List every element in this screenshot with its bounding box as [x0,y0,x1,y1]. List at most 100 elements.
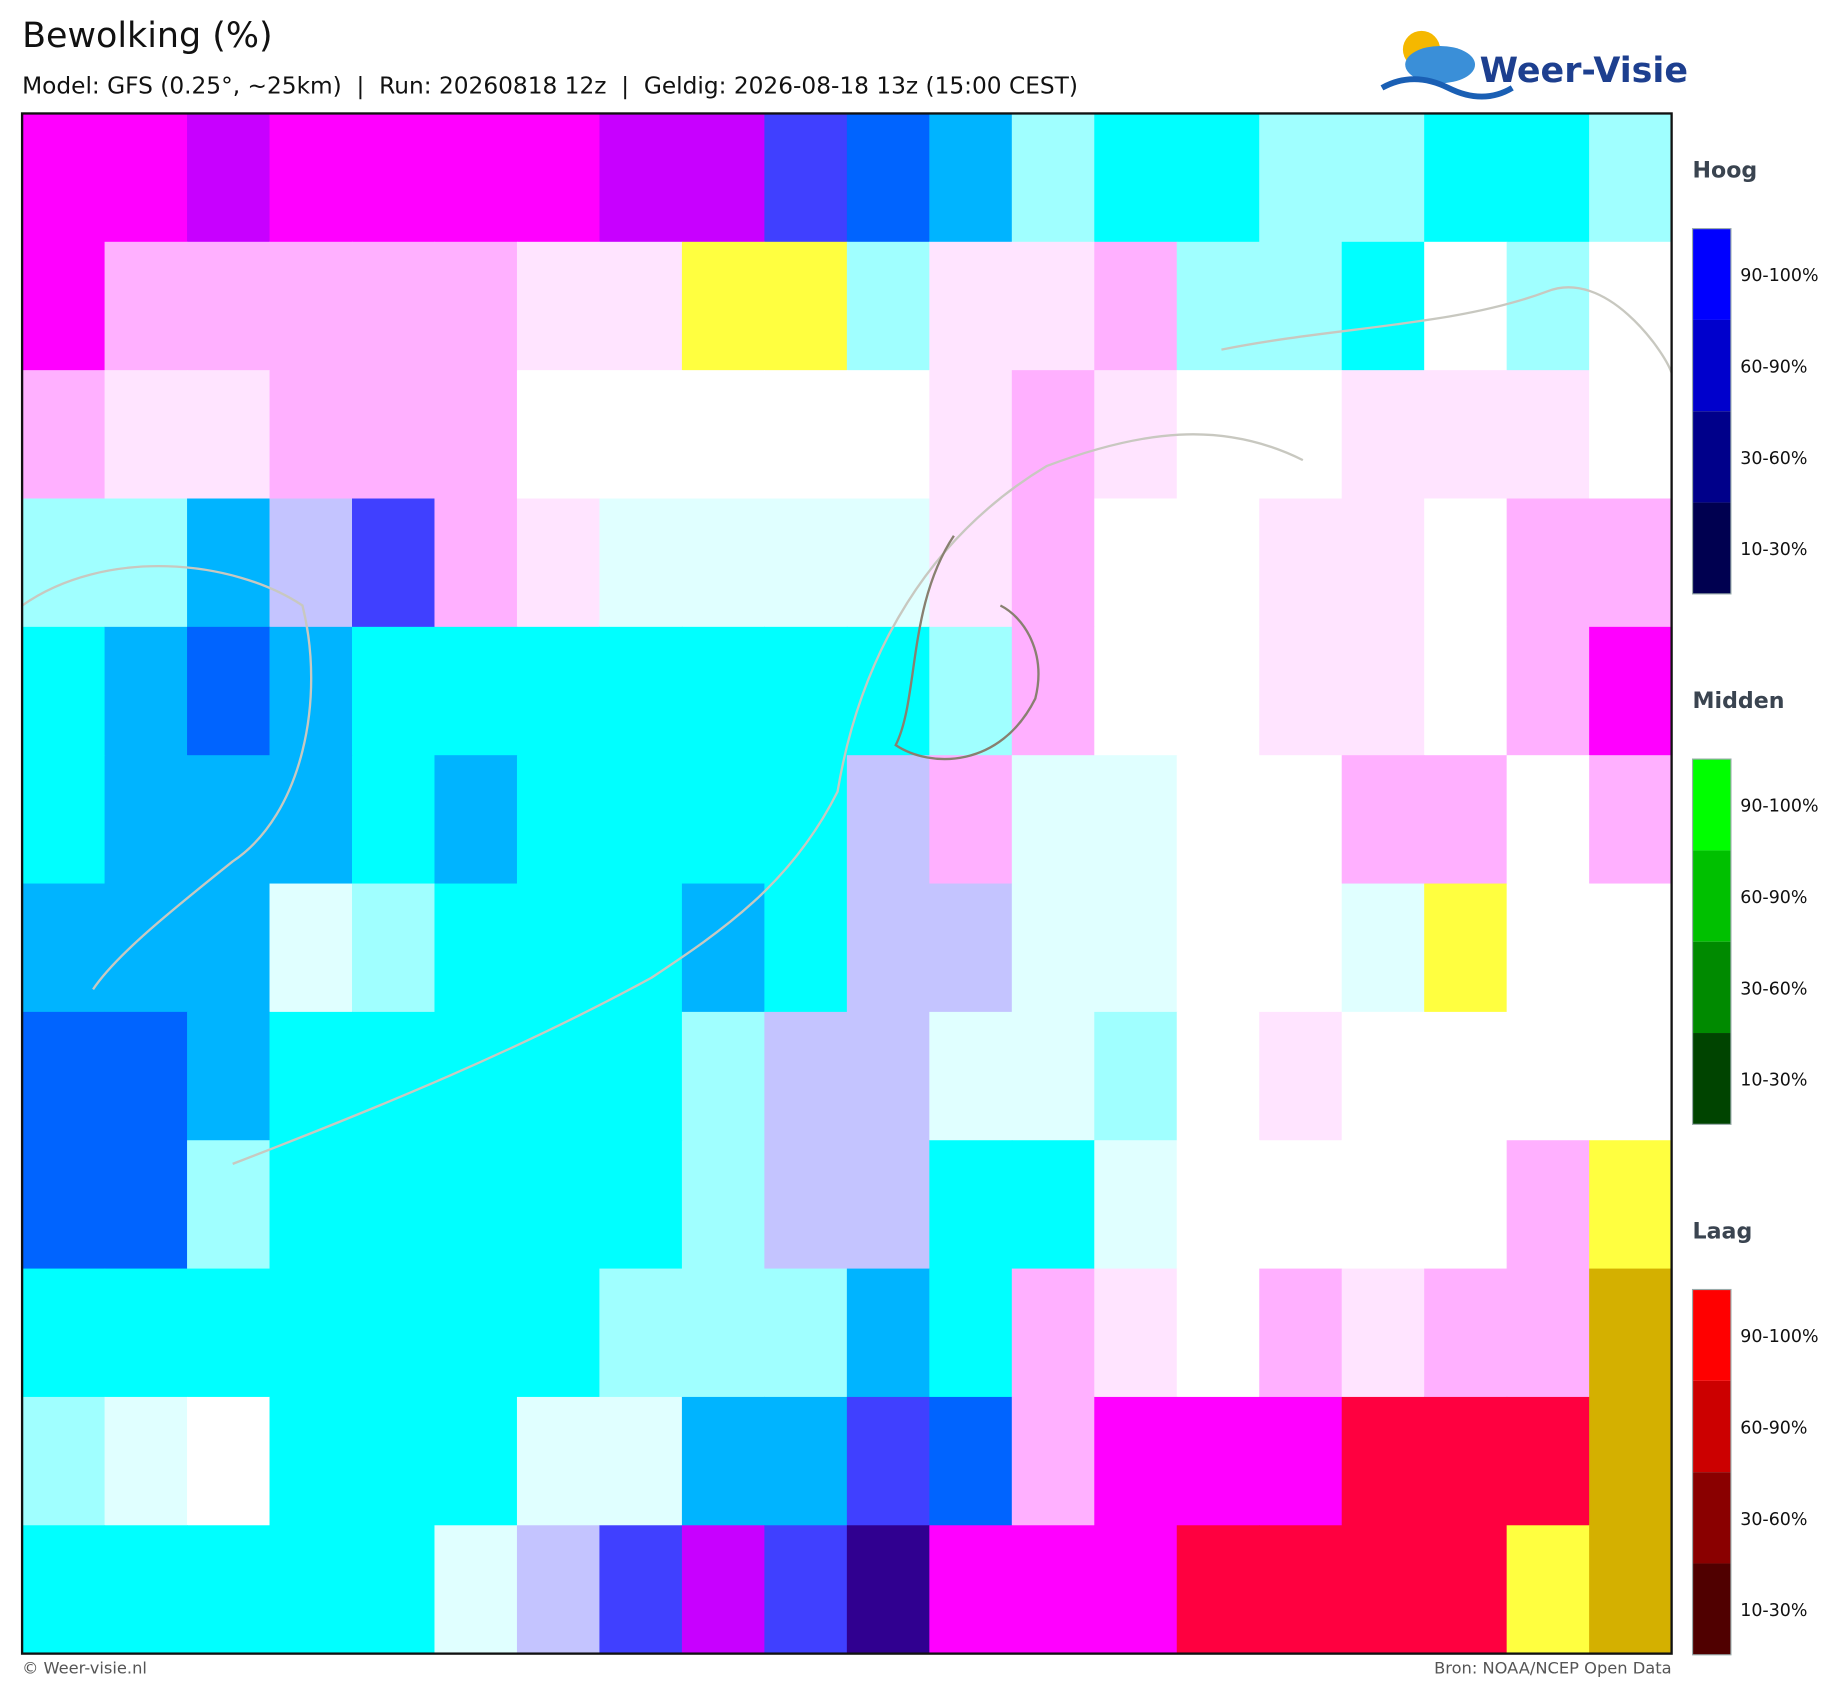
cloud-cell [1094,113,1178,243]
cloud-cell [1176,113,1260,243]
legend-title: Midden [1693,688,1785,714]
cloud-cell [1259,370,1343,500]
cloud-cell [1094,1525,1178,1655]
cloud-cell [22,241,106,371]
cloud-cell [352,1396,436,1526]
cloud-cell [764,113,848,243]
cloud-cell [104,1140,188,1270]
cloud-cell [1094,370,1178,500]
cloud-cell [352,1011,436,1141]
cloud-cell [929,241,1013,371]
cloud-cell [764,1011,848,1141]
cloud-cell [434,498,518,628]
cloud-cell [1341,626,1425,756]
cloud-cell [516,241,601,371]
cloud-cell [1011,498,1095,628]
cloud-cell [22,1011,106,1141]
cloud-cell [352,1140,436,1270]
legend-swatch [1692,1380,1731,1473]
cloud-cell [1094,241,1178,371]
cloud-cell [929,498,1013,628]
cloud-cell [929,883,1013,1013]
cloud-cell [1094,883,1178,1013]
legend-swatch [1692,1033,1731,1125]
legend-frame [1691,1288,1732,1656]
cloud-cell [846,370,930,500]
cloud-cell [1176,755,1260,885]
cloud-cell [1341,1268,1425,1398]
footer-right: Bron: NOAA/NCEP Open Data [1434,1658,1672,1677]
cloud-cell [1341,1140,1425,1270]
cloud-cell [1589,1268,1673,1398]
cloud-cell [764,883,848,1013]
cloud-cell [104,498,188,628]
legend-label: 90-100% [1740,1327,1818,1347]
cloud-cell [1424,113,1508,243]
cloud-cell [104,241,188,371]
cloud-cell [104,883,188,1013]
legend-label: 30-60% [1740,449,1807,469]
cloud-cell [1341,113,1425,243]
cloud-cell [187,241,271,371]
cloud-cell [764,241,848,371]
cloud-cell [187,755,271,885]
cloud-cell [22,113,106,243]
cloud-cell [681,113,765,243]
cloud-cell [681,241,765,371]
cloud-cell [434,755,518,885]
cloud-cell [1589,113,1673,243]
cloud-cell [269,755,353,885]
cloud-cell [764,755,848,885]
cloud-cell [22,498,106,628]
cloud-cell [1094,1140,1178,1270]
cloud-cell [929,370,1013,500]
cloud-cell [1589,1140,1673,1270]
cloud-cell [929,1396,1013,1526]
cloud-cell [1094,1396,1178,1526]
cloud-cell [352,241,436,371]
cloud-cell [929,626,1013,756]
cloud-cell [22,1268,106,1398]
cloud-cell [516,1525,601,1655]
cloud-cell [681,498,765,628]
cloud-cell [1589,1396,1673,1526]
cloud-cell [599,1268,683,1398]
cloud-cell [599,370,683,500]
cloud-cell [352,498,436,628]
cloud-cell [599,883,683,1013]
cloud-cell [269,1140,353,1270]
cloud-cell [1341,1525,1425,1655]
cloud-cell [599,241,683,371]
legend-swatch [1692,1563,1731,1655]
cloud-cell [1259,1268,1343,1398]
cloud-cell [1589,370,1673,500]
cloud-cell [1424,883,1508,1013]
subtitle: Model: GFS (0.25°, ~25km) | Run: 2026081… [22,73,1078,100]
cloud-cell [764,1140,848,1270]
legend-label: 60-90% [1740,888,1807,908]
cloud-cell [269,498,353,628]
cloud-cell [269,1525,353,1655]
cloud-cell [434,241,518,371]
cloud-cell [1506,626,1590,756]
legend-swatch [1692,1472,1731,1564]
cloud-cell [599,1140,683,1270]
cloud-cell [681,1396,765,1526]
cloud-cell [269,1396,353,1526]
cloud-cell [352,755,436,885]
cloud-cell [1176,1525,1260,1655]
legend-swatch [1692,850,1731,942]
cloud-cell [1589,1011,1673,1141]
cloud-cell [1341,241,1425,371]
cloud-cell [1506,370,1590,500]
legend-swatch [1692,319,1731,412]
cloud-cell [1011,1396,1095,1526]
cloud-cell [434,1396,518,1526]
cloud-cell [929,1268,1013,1398]
cloud-cell [1506,1140,1590,1270]
cloud-cell [1176,1268,1260,1398]
legend-label: 10-30% [1740,1601,1807,1621]
cloud-cell [104,113,188,243]
cloud-cell [22,370,106,500]
